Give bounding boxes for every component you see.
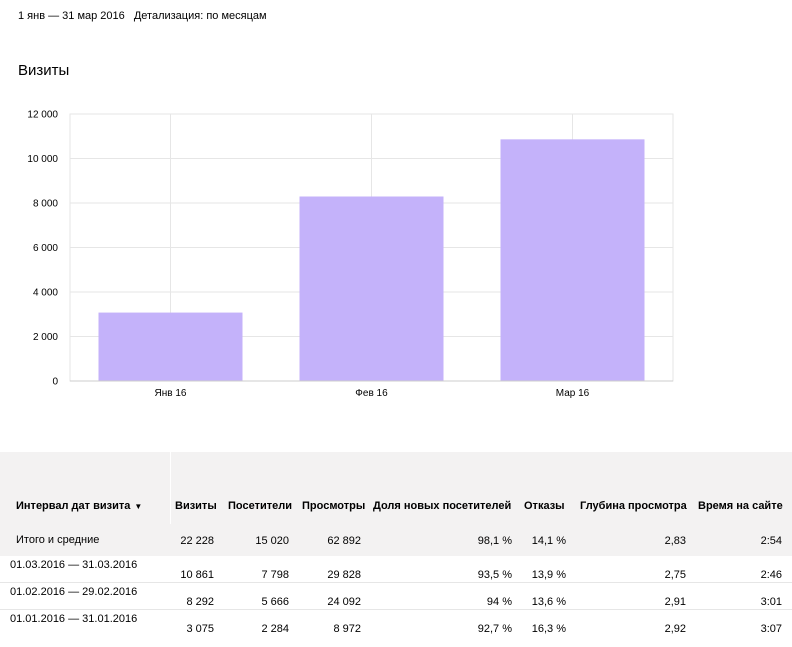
totals-bounces: 14,1 % xyxy=(531,535,566,547)
totals-time: 2:54 xyxy=(760,535,782,547)
table-row[interactable]: 01.02.2016 — 29.02.2016 8 292 5 666 24 0… xyxy=(0,583,792,610)
y-tick-label: 10 000 xyxy=(27,154,58,165)
bar xyxy=(98,312,243,381)
row-new-share: 93,5 % xyxy=(477,569,512,581)
row-bounces: 13,6 % xyxy=(531,596,566,608)
totals-pageviews: 62 892 xyxy=(327,535,361,547)
col-header-visits[interactable]: Визиты xyxy=(175,500,217,512)
row-depth: 2,92 xyxy=(664,623,686,635)
col-header-depth[interactable]: Глубина просмотра xyxy=(580,500,687,512)
row-time: 3:07 xyxy=(760,623,782,635)
row-visitors: 5 666 xyxy=(261,596,289,608)
col-header-visitors[interactable]: Посетители xyxy=(228,500,292,512)
table-header: Интервал дат визита ▼ Визиты Посетители П… xyxy=(0,452,792,524)
bar xyxy=(299,196,444,381)
chart-title: Визиты xyxy=(18,62,70,79)
totals-visitors: 15 020 xyxy=(255,535,289,547)
y-tick-label: 0 xyxy=(52,377,58,388)
row-new-share: 92,7 % xyxy=(477,623,512,635)
row-interval[interactable]: 01.01.2016 — 31.01.2016 xyxy=(10,613,138,625)
row-depth: 2,75 xyxy=(664,569,686,581)
row-depth: 2,91 xyxy=(664,596,686,608)
row-visits: 3 075 xyxy=(186,623,214,635)
bar xyxy=(500,139,645,381)
row-interval[interactable]: 01.03.2016 — 31.03.2016 xyxy=(10,559,138,571)
date-range[interactable]: 1 янв — 31 мар 2016 xyxy=(18,10,125,22)
totals-visits: 22 228 xyxy=(180,535,214,547)
y-tick-label: 6 000 xyxy=(33,243,58,254)
row-bounces: 13,9 % xyxy=(531,569,566,581)
detail-level[interactable]: Детализация: по месяцам xyxy=(133,10,267,22)
x-tick-label: Фев 16 xyxy=(355,388,388,399)
y-tick-label: 8 000 xyxy=(33,199,58,210)
header-divider xyxy=(170,452,171,524)
row-pageviews: 8 972 xyxy=(333,623,361,635)
col-header-new-share[interactable]: Доля новых посетителей xyxy=(373,500,512,512)
row-pageviews: 29 828 xyxy=(327,569,361,581)
col-header-interval[interactable]: Интервал дат визита ▼ xyxy=(16,500,142,512)
row-new-share: 94 % xyxy=(486,596,512,608)
x-tick-label: Мар 16 xyxy=(556,388,590,399)
table-row[interactable]: 01.01.2016 — 31.01.2016 3 075 2 284 8 97… xyxy=(0,610,792,637)
visits-bar-chart: 0 2 000 4 000 6 000 8 000 10 000 12 000 Янв 16 Ф… xyxy=(27,110,674,399)
report-table: Интервал дат визита ▼ Визиты Посетители П… xyxy=(0,452,792,637)
row-interval[interactable]: 01.02.2016 — 29.02.2016 xyxy=(10,586,138,598)
row-visits: 8 292 xyxy=(186,596,214,608)
row-time: 2:46 xyxy=(760,569,782,581)
row-bounces: 16,3 % xyxy=(531,623,566,635)
totals-depth: 2,83 xyxy=(664,535,686,547)
row-time: 3:01 xyxy=(760,596,782,608)
row-visits: 10 861 xyxy=(180,569,214,581)
row-visitors: 2 284 xyxy=(261,623,289,635)
col-header-time[interactable]: Время на сайте xyxy=(698,500,783,512)
sort-arrow-icon[interactable]: ▼ xyxy=(134,502,143,511)
table-row[interactable]: 01.03.2016 — 31.03.2016 10 861 7 798 29 … xyxy=(0,556,792,583)
row-visitors: 7 798 xyxy=(261,569,289,581)
totals-new-share: 98,1 % xyxy=(477,535,512,547)
totals-label: Итого и средние xyxy=(16,534,100,546)
x-tick-label: Янв 16 xyxy=(155,388,187,399)
totals-row: Итого и средние 22 228 15 020 62 892 98,… xyxy=(0,524,792,556)
row-pageviews: 24 092 xyxy=(327,596,361,608)
report-header: 1 янв — 31 мар 2016 Детализация: по меся… xyxy=(18,10,267,22)
y-tick-label: 4 000 xyxy=(33,288,58,299)
col-header-interval-label: Интервал дат визита xyxy=(16,500,131,512)
y-tick-label: 2 000 xyxy=(33,332,58,343)
col-header-pageviews[interactable]: Просмотры xyxy=(302,500,366,512)
col-header-bounces[interactable]: Отказы xyxy=(524,500,565,512)
y-tick-label: 12 000 xyxy=(27,110,58,121)
